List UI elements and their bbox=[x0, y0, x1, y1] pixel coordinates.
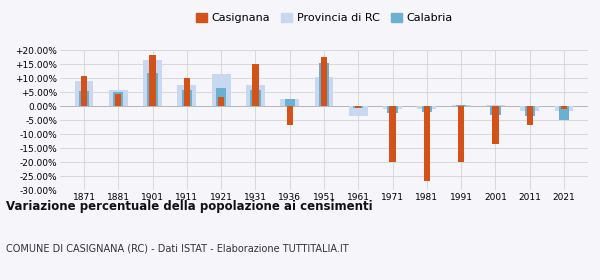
Bar bbox=[79, 91, 89, 106]
Bar bbox=[143, 60, 162, 106]
Bar bbox=[319, 63, 329, 106]
Bar bbox=[178, 85, 196, 106]
Bar bbox=[524, 106, 535, 116]
Bar bbox=[81, 76, 87, 106]
Bar bbox=[458, 106, 464, 162]
Text: Variazione percentuale della popolazione ai censimenti: Variazione percentuale della popolazione… bbox=[6, 200, 373, 213]
Bar bbox=[355, 106, 361, 108]
Bar bbox=[218, 97, 224, 106]
Bar bbox=[418, 106, 436, 109]
Bar bbox=[561, 106, 567, 109]
Bar bbox=[389, 106, 395, 162]
Bar bbox=[559, 106, 569, 120]
Text: COMUNE DI CASIGNANA (RC) - Dati ISTAT - Elaborazione TUTTITALIA.IT: COMUNE DI CASIGNANA (RC) - Dati ISTAT - … bbox=[6, 244, 349, 254]
Bar bbox=[422, 106, 432, 112]
Bar bbox=[182, 90, 192, 106]
Bar bbox=[452, 105, 470, 106]
Bar bbox=[388, 106, 398, 113]
Bar bbox=[216, 88, 226, 106]
Bar bbox=[113, 92, 124, 106]
Bar bbox=[149, 55, 155, 106]
Bar bbox=[287, 106, 293, 125]
Bar bbox=[284, 99, 295, 106]
Bar bbox=[493, 106, 499, 144]
Bar bbox=[520, 106, 539, 111]
Bar bbox=[184, 78, 190, 106]
Bar bbox=[383, 106, 402, 109]
Bar bbox=[456, 105, 466, 106]
Bar bbox=[250, 90, 260, 106]
Bar bbox=[321, 57, 327, 106]
Bar bbox=[486, 105, 505, 106]
Bar bbox=[253, 64, 259, 106]
Bar bbox=[280, 99, 299, 106]
Bar bbox=[109, 90, 128, 106]
Bar bbox=[148, 73, 158, 106]
Bar bbox=[424, 106, 430, 181]
Bar bbox=[115, 94, 121, 106]
Bar bbox=[554, 106, 574, 111]
Bar bbox=[490, 106, 500, 115]
Bar bbox=[527, 106, 533, 125]
Legend: Casignana, Provincia di RC, Calabria: Casignana, Provincia di RC, Calabria bbox=[191, 8, 457, 28]
Bar bbox=[314, 77, 334, 106]
Bar bbox=[353, 106, 364, 108]
Bar bbox=[74, 81, 94, 106]
Bar bbox=[246, 85, 265, 106]
Bar bbox=[212, 74, 230, 106]
Bar bbox=[349, 106, 368, 116]
